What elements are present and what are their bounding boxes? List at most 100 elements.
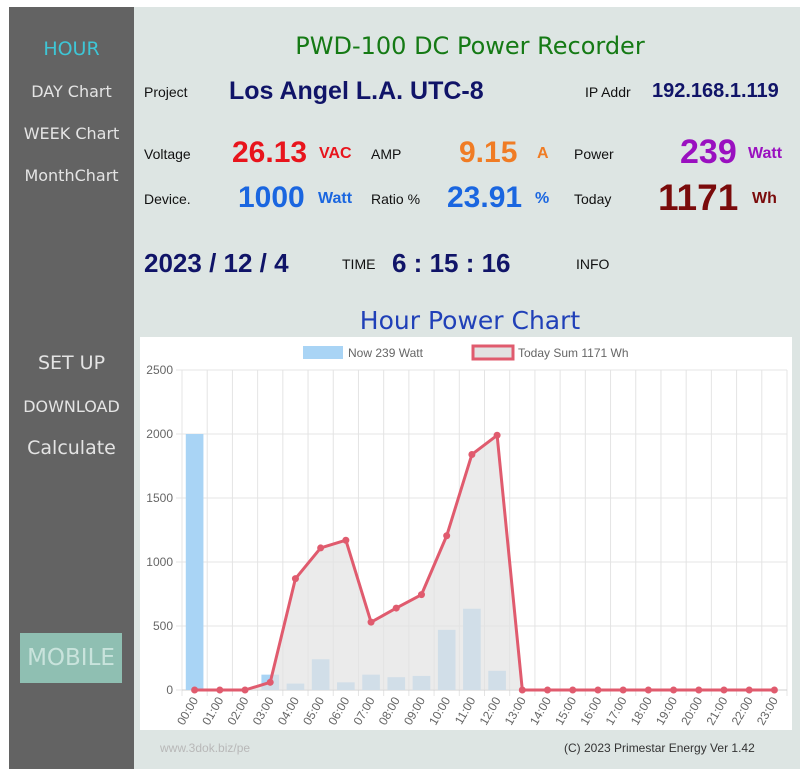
chart-container: 0 500 1000 1500 2000 2500 00:00 01:00 02:00 03:00… (140, 337, 792, 730)
voltage-unit: VAC (319, 145, 352, 162)
ratio-label: Ratio % (371, 191, 421, 207)
project-value: Los Angel L.A. UTC-8 (229, 77, 484, 105)
amp-label: AMP (371, 146, 402, 162)
x-tick-label: 12:00 (477, 694, 504, 727)
nav-month-chart[interactable]: MonthChart (24, 166, 119, 185)
x-tick-label: 03:00 (250, 694, 277, 727)
voltage-value: 26.13 (232, 136, 308, 169)
amp-unit: A (537, 145, 549, 162)
time-value: 6 : 15 : 16 (392, 248, 511, 278)
x-tick-label: 17:00 (603, 694, 630, 727)
power-unit: Watt (748, 145, 783, 162)
today-label: Today (574, 191, 612, 207)
x-tick-label: 20:00 (678, 694, 705, 727)
line-point (417, 591, 425, 599)
ip-value: 192.168.1.119 (652, 80, 779, 102)
x-tick-label: 22:00 (729, 694, 756, 727)
line-point (342, 536, 350, 544)
line-point (216, 686, 224, 694)
x-tick-label: 15:00 (552, 694, 579, 727)
mobile-button[interactable]: MOBILE (20, 633, 122, 683)
line-point (317, 544, 325, 552)
voltage-label: Voltage (144, 146, 191, 162)
ratio-value: 23.91 (447, 181, 523, 214)
project-label: Project (144, 84, 188, 100)
nav-download[interactable]: DOWNLOAD (23, 397, 120, 416)
line-point (670, 686, 678, 694)
nav-calculate[interactable]: Calculate (27, 437, 116, 459)
line-point (745, 686, 753, 694)
line-point (770, 686, 778, 694)
line-point (266, 678, 274, 686)
legend-label-bar: Now 239 Watt (348, 346, 424, 360)
line-point (594, 686, 602, 694)
x-tick-label: 01:00 (199, 694, 226, 727)
x-tick-label: 08:00 (376, 694, 403, 727)
x-tick-label: 05:00 (300, 694, 327, 727)
nav-day-chart[interactable]: DAY Chart (31, 82, 112, 101)
x-tick-label: 02:00 (224, 694, 251, 727)
x-tick-label: 23:00 (754, 694, 781, 727)
x-tick-label: 14:00 (527, 694, 554, 727)
y-tick-label: 0 (166, 683, 173, 697)
page-title: PWD-100 DC Power Recorder (295, 32, 645, 60)
today-value: 1171 (658, 177, 739, 218)
y-tick-label: 2000 (146, 427, 173, 441)
line-point (544, 686, 552, 694)
bar (185, 434, 204, 690)
amp-value: 9.15 (459, 136, 518, 169)
y-tick-label: 1500 (146, 491, 173, 505)
line-point (392, 604, 400, 612)
date-value: 2023 / 12 / 4 (144, 248, 289, 278)
power-label: Power (574, 146, 614, 162)
footer-copyright: (C) 2023 Primestar Energy Ver 1.42 (564, 741, 755, 755)
x-tick-label: 11:00 (452, 694, 479, 727)
x-tick-label: 07:00 (351, 694, 378, 727)
ratio-unit: % (535, 190, 550, 207)
footer-website[interactable]: www.3dok.biz/pe (160, 741, 251, 755)
line-point (291, 575, 299, 583)
ip-label: IP Addr (585, 84, 631, 100)
line-area (194, 435, 775, 690)
x-tick-label: 00:00 (174, 694, 201, 727)
y-tick-label: 2500 (146, 363, 173, 377)
device-value: 1000 (238, 181, 305, 214)
line-point (493, 431, 501, 439)
today-unit: Wh (752, 190, 777, 207)
line-point (443, 532, 451, 540)
nav-setup[interactable]: SET UP (37, 352, 106, 374)
x-tick-label: 04:00 (275, 694, 302, 727)
x-tick-label: 16:00 (577, 694, 604, 727)
chart-title: Hour Power Chart (359, 306, 581, 335)
device-label: Device. (144, 191, 191, 207)
line-series (194, 433, 775, 692)
x-tick-label: 19:00 (653, 694, 680, 727)
device-unit: Watt (318, 190, 353, 207)
line-point (720, 686, 728, 694)
x-tick-label: 13:00 (502, 694, 529, 727)
info-label: INFO (576, 256, 610, 272)
nav-week-chart[interactable]: WEEK Chart (23, 124, 120, 143)
line-point (367, 618, 375, 626)
power-value: 239 (680, 133, 737, 171)
line-point (468, 450, 476, 458)
x-tick-label: 09:00 (401, 694, 428, 727)
line-point (191, 686, 199, 694)
line-point (569, 686, 577, 694)
time-label: TIME (342, 256, 376, 272)
line-point (644, 686, 652, 694)
line-point (241, 686, 249, 694)
x-tick-label: 18:00 (628, 694, 655, 727)
nav-hour[interactable]: HOUR (43, 38, 100, 60)
y-tick-label: 1000 (146, 555, 173, 569)
y-tick-label: 500 (153, 619, 173, 633)
line-point (619, 686, 627, 694)
legend-swatch-bar (303, 346, 343, 359)
line-point (695, 686, 703, 694)
hour-power-chart: 0 500 1000 1500 2000 2500 00:0001:0002:0003:00… (146, 344, 788, 728)
x-tick-label: 21:00 (703, 694, 730, 727)
x-tick-label: 10:00 (426, 694, 453, 727)
legend-swatch-line (471, 344, 515, 361)
line-point (518, 686, 526, 694)
x-tick-label: 06:00 (325, 694, 352, 727)
